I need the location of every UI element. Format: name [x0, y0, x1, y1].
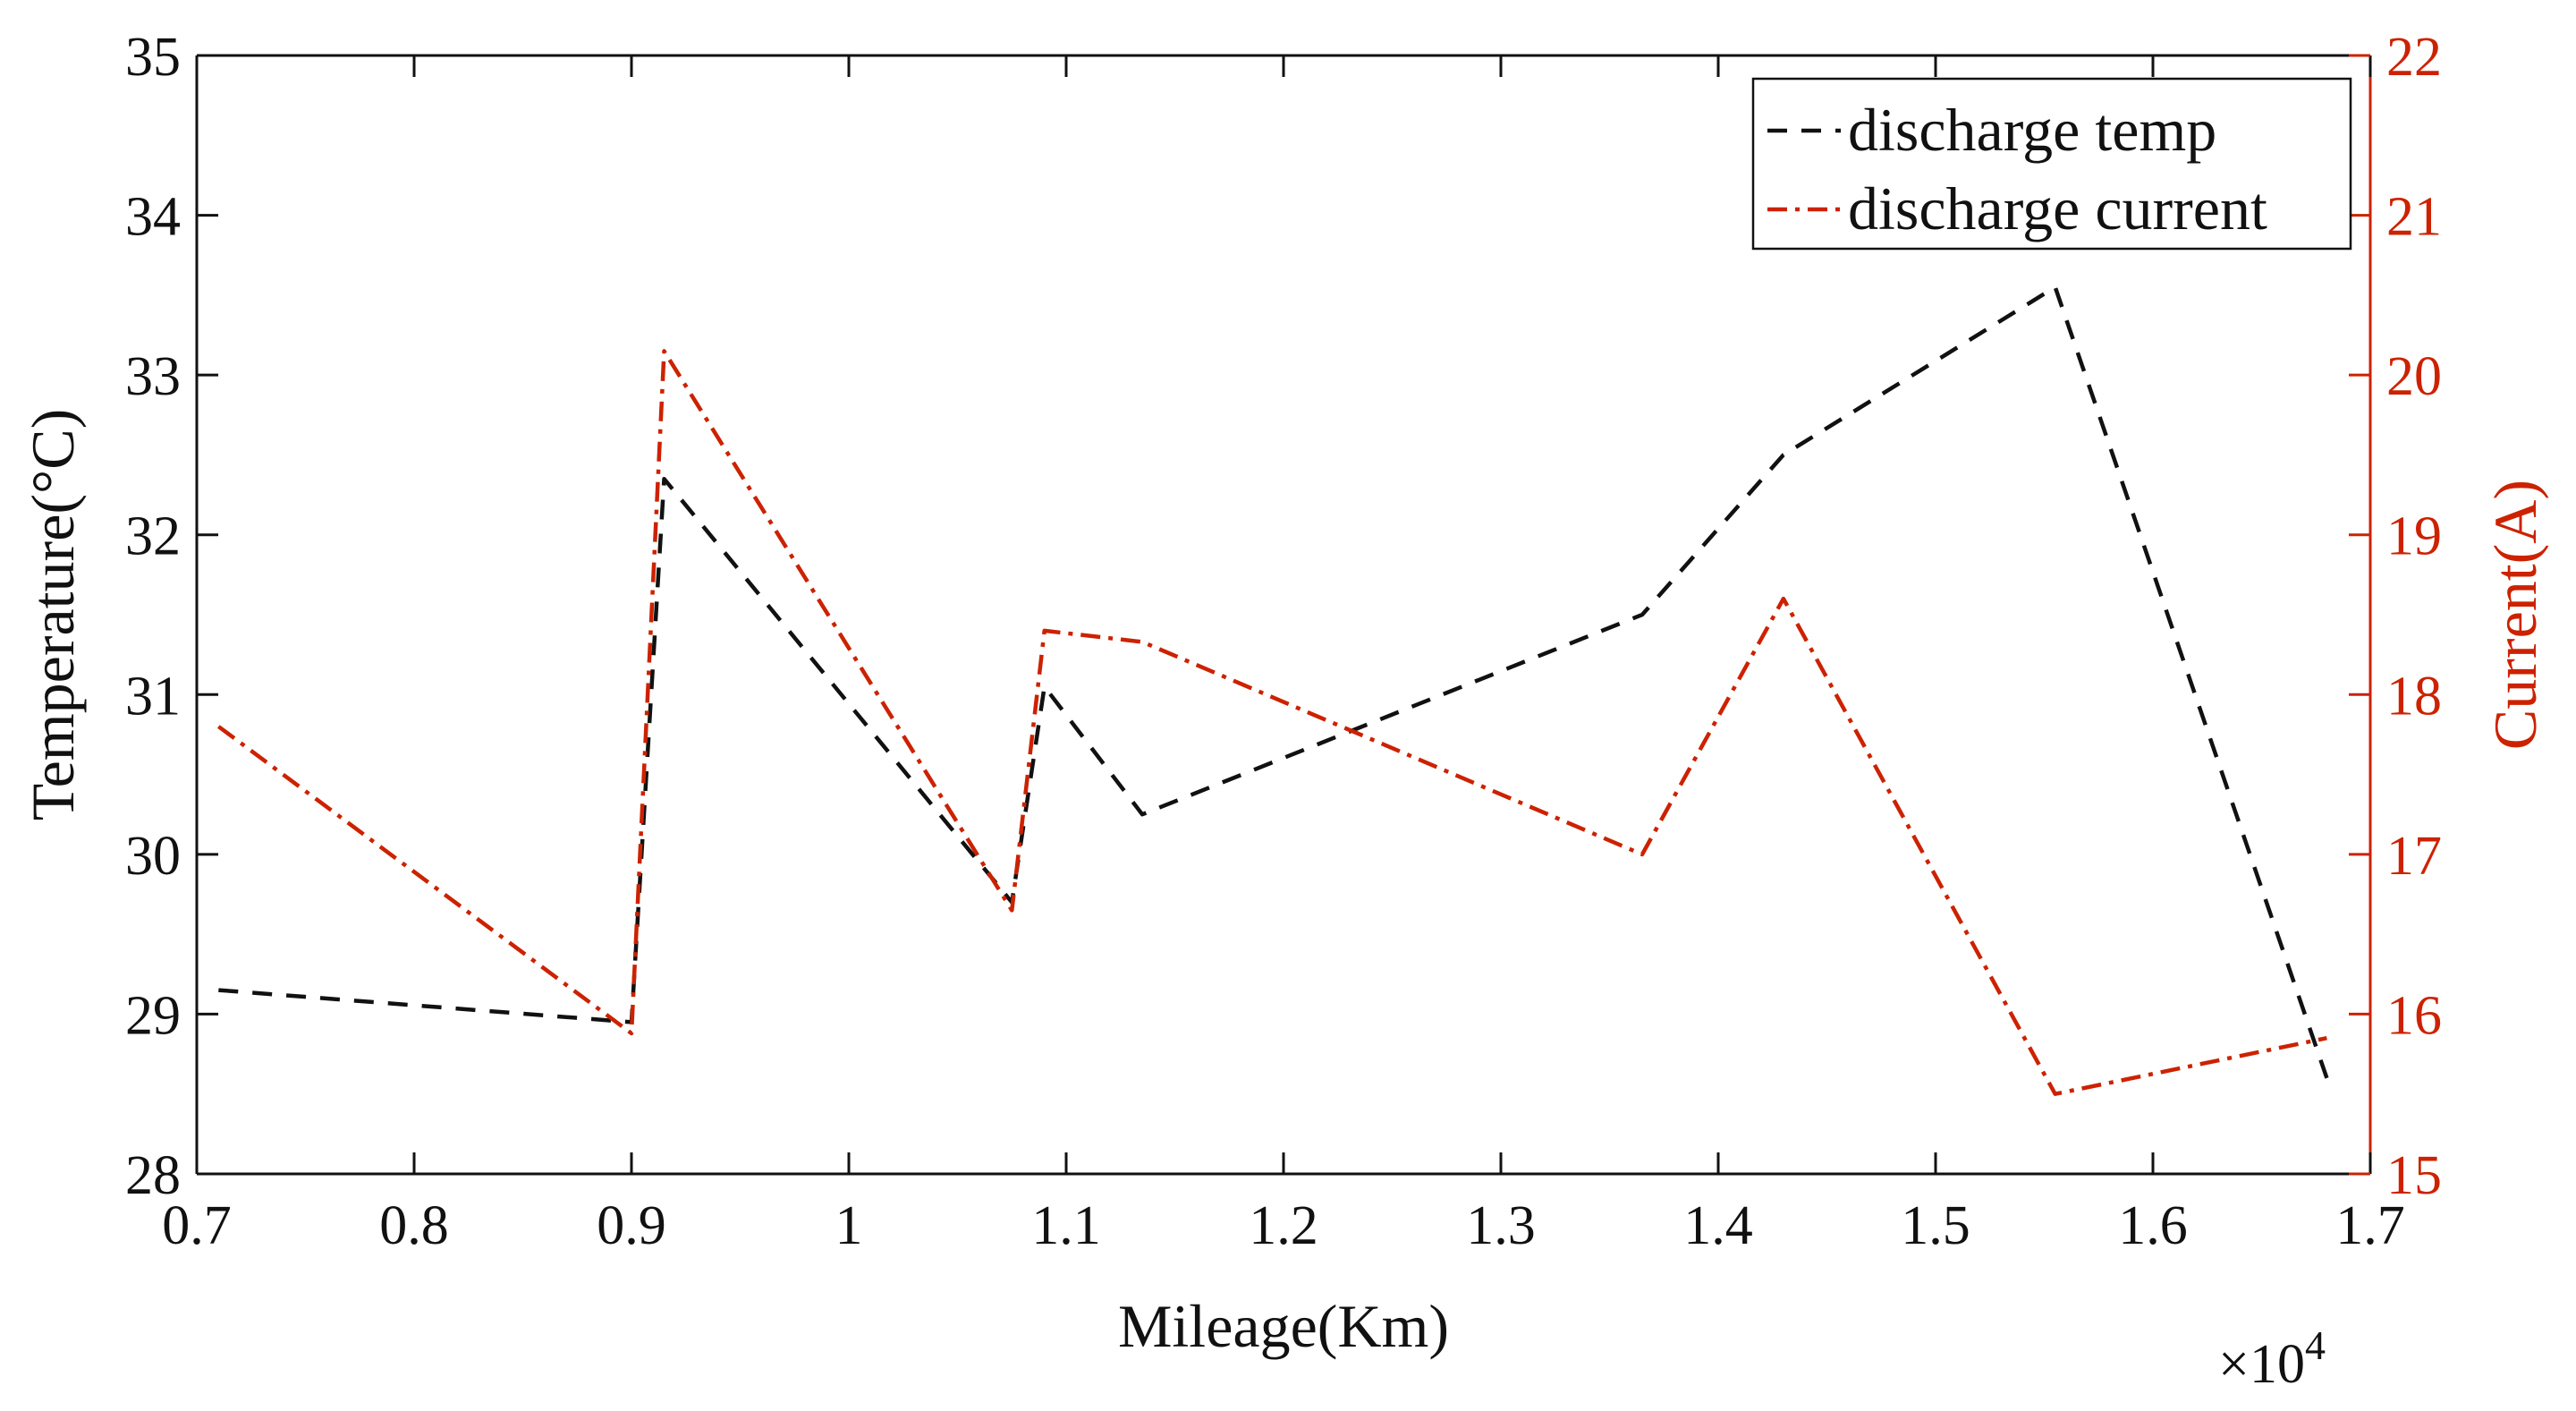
- x-tick-label: 1.6: [2118, 1195, 2188, 1256]
- x-tick-label: 1.1: [1031, 1195, 1101, 1256]
- x-exponent-power: 4: [2305, 1322, 2326, 1368]
- x-tick-label: 1.2: [1249, 1195, 1318, 1256]
- legend-box: [1751, 77, 2352, 251]
- legend-label: discharge current: [1848, 174, 2267, 242]
- x-tick-label: 1.3: [1466, 1195, 1536, 1256]
- y-left-tick-label: 33: [125, 346, 181, 407]
- y-right-axis-label: Current(A): [2481, 480, 2549, 750]
- x-tick-label: 1.5: [1901, 1195, 1970, 1256]
- y-right-tick-label: 16: [2386, 985, 2442, 1046]
- y-left-tick-label: 28: [125, 1145, 181, 1206]
- y-left-tick-label: 30: [125, 826, 181, 887]
- y-right-tick-label: 21: [2386, 187, 2442, 248]
- y-left-axis-label: Temperature(°C): [19, 409, 87, 820]
- series-line-discharge-temp: [218, 285, 2329, 1079]
- axes-group: 0.7 0.8 0.9 1 1.1 1.2 1.3 1.4 1.5 1.6 1.7 28 29 30 31 3…: [19, 27, 2549, 1395]
- x-tick-label: 1.4: [1683, 1195, 1753, 1256]
- y-left-tick-label: 34: [125, 187, 181, 248]
- x-tick-label: 0.9: [597, 1195, 666, 1256]
- x-tick-label: 1.7: [2335, 1195, 2405, 1256]
- y-right-tick-label: 18: [2386, 666, 2442, 727]
- x-exponent-base: ×10: [2218, 1334, 2305, 1395]
- x-tick-label: 1: [835, 1195, 863, 1256]
- x-exponent-label: ×104: [2218, 1322, 2326, 1395]
- series-group: [216, 285, 2329, 1096]
- y-left-tick-label: 29: [125, 985, 181, 1046]
- x-axis-label: Mileage(Km): [1118, 1292, 1449, 1360]
- legend: discharge temp discharge current: [1751, 77, 2352, 251]
- x-tick-label: 0.7: [162, 1195, 232, 1256]
- y-left-tick-label: 35: [125, 27, 181, 88]
- legend-label: discharge temp: [1848, 96, 2216, 164]
- y-right-tick-label: 20: [2386, 346, 2442, 407]
- y-right-tick-label: 22: [2386, 27, 2442, 88]
- y-left-tick-label: 31: [125, 666, 181, 727]
- series-line-discharge-current: [216, 349, 2327, 1096]
- y-right-tick-label: 17: [2386, 826, 2442, 887]
- y-left-tick-label: 32: [125, 506, 181, 567]
- x-tick-label: 0.8: [379, 1195, 449, 1256]
- y-right-tick-label: 19: [2386, 506, 2442, 567]
- y-right-tick-label: 15: [2386, 1145, 2442, 1206]
